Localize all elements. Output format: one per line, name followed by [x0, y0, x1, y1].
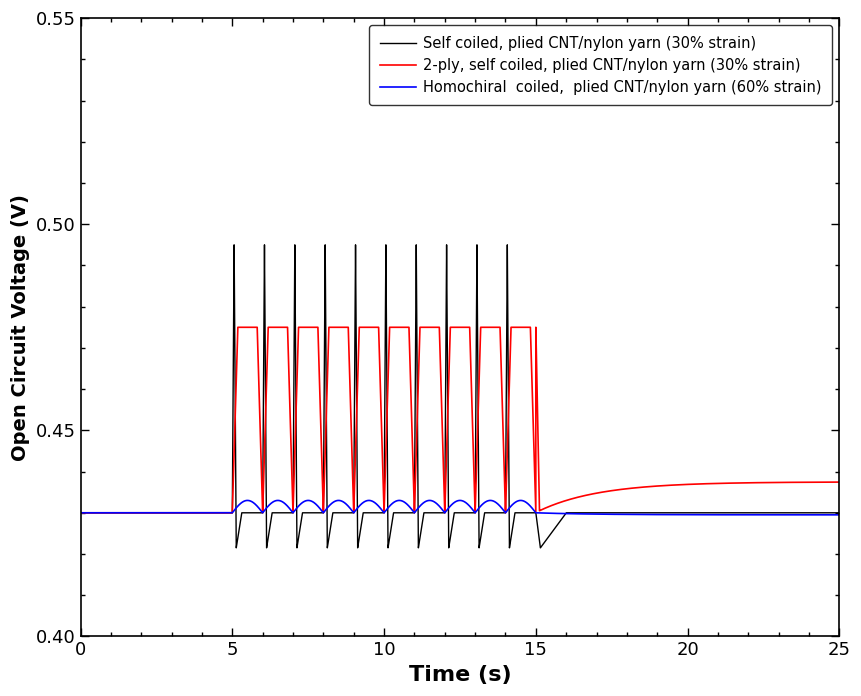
Homochiral  coiled,  plied CNT/nylon yarn (60% strain): [331, 496, 342, 505]
Homochiral  coiled,  plied CNT/nylon yarn (60% strain): [623, 510, 633, 519]
X-axis label: Time (s): Time (s): [408, 665, 511, 685]
2-ply, self coiled, plied CNT/nylon yarn (30% strain): [309, 323, 319, 331]
Self coiled, plied CNT/nylon yarn (30% strain): [833, 509, 844, 517]
2-ply, self coiled, plied CNT/nylon yarn (30% strain): [75, 509, 85, 517]
Self coiled, plied CNT/nylon yarn (30% strain): [623, 509, 633, 517]
Self coiled, plied CNT/nylon yarn (30% strain): [331, 509, 342, 517]
Homochiral  coiled,  plied CNT/nylon yarn (60% strain): [833, 511, 844, 519]
2-ply, self coiled, plied CNT/nylon yarn (30% strain): [833, 478, 844, 487]
Homochiral  coiled,  plied CNT/nylon yarn (60% strain): [695, 511, 705, 519]
2-ply, self coiled, plied CNT/nylon yarn (30% strain): [331, 323, 342, 331]
Line: 2-ply, self coiled, plied CNT/nylon yarn (30% strain): 2-ply, self coiled, plied CNT/nylon yarn…: [80, 327, 839, 513]
Homochiral  coiled,  plied CNT/nylon yarn (60% strain): [598, 510, 609, 519]
Self coiled, plied CNT/nylon yarn (30% strain): [327, 509, 338, 518]
2-ply, self coiled, plied CNT/nylon yarn (30% strain): [598, 488, 609, 496]
Self coiled, plied CNT/nylon yarn (30% strain): [598, 509, 609, 517]
Self coiled, plied CNT/nylon yarn (30% strain): [695, 509, 705, 517]
Self coiled, plied CNT/nylon yarn (30% strain): [231, 544, 241, 552]
Homochiral  coiled,  plied CNT/nylon yarn (60% strain): [75, 509, 85, 517]
Y-axis label: Open Circuit Voltage (V): Open Circuit Voltage (V): [11, 194, 30, 461]
Homochiral  coiled,  plied CNT/nylon yarn (60% strain): [309, 499, 319, 507]
Self coiled, plied CNT/nylon yarn (30% strain): [319, 241, 330, 249]
Homochiral  coiled,  plied CNT/nylon yarn (60% strain): [327, 498, 338, 507]
Line: Self coiled, plied CNT/nylon yarn (30% strain): Self coiled, plied CNT/nylon yarn (30% s…: [80, 245, 839, 548]
2-ply, self coiled, plied CNT/nylon yarn (30% strain): [695, 480, 705, 488]
2-ply, self coiled, plied CNT/nylon yarn (30% strain): [327, 323, 338, 331]
Line: Homochiral  coiled,  plied CNT/nylon yarn (60% strain): Homochiral coiled, plied CNT/nylon yarn …: [80, 500, 839, 515]
Self coiled, plied CNT/nylon yarn (30% strain): [75, 509, 85, 517]
Legend: Self coiled, plied CNT/nylon yarn (30% strain), 2-ply, self coiled, plied CNT/ny: Self coiled, plied CNT/nylon yarn (30% s…: [369, 25, 831, 105]
2-ply, self coiled, plied CNT/nylon yarn (30% strain): [623, 484, 633, 493]
Self coiled, plied CNT/nylon yarn (30% strain): [309, 509, 319, 517]
Homochiral  coiled,  plied CNT/nylon yarn (60% strain): [242, 496, 252, 505]
2-ply, self coiled, plied CNT/nylon yarn (30% strain): [232, 323, 243, 331]
